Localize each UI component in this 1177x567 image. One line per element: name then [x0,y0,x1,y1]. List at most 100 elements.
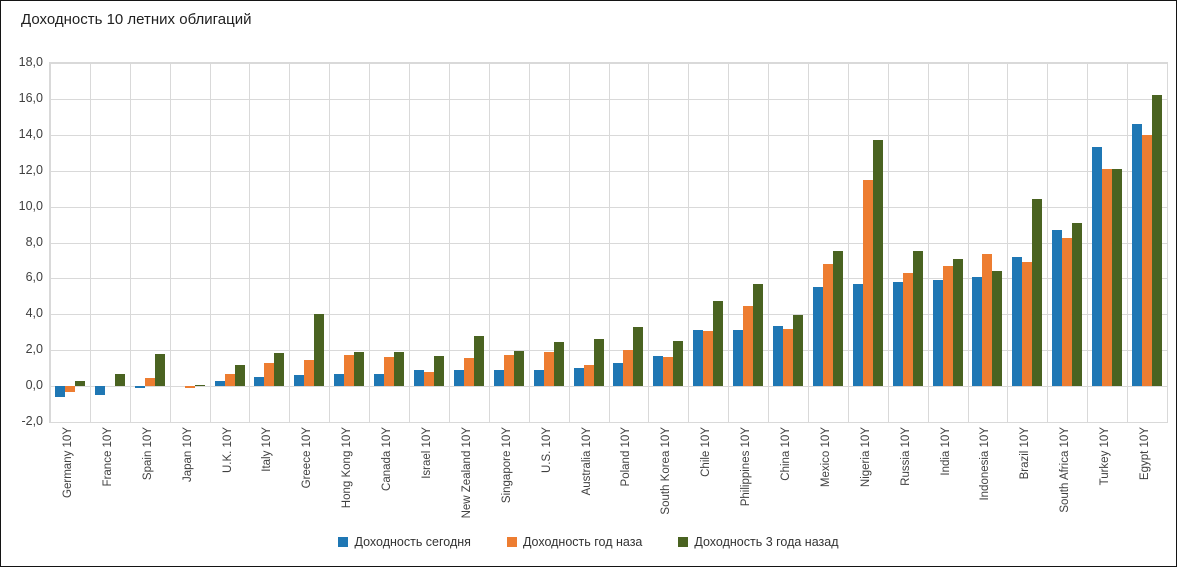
bar[interactable] [812,287,823,387]
bar[interactable] [1062,238,1073,387]
bar[interactable] [184,386,195,388]
bar[interactable] [693,330,704,387]
bar[interactable] [623,350,634,387]
bar[interactable] [94,386,105,396]
bar[interactable] [394,351,405,387]
y-tick-label: 14,0 [18,126,43,141]
gridline-vertical [768,63,770,422]
bar[interactable] [1012,256,1023,387]
legend: Доходность сегодня Доходность год наза Дох… [1,535,1176,549]
bar[interactable] [753,283,764,387]
bar[interactable] [54,386,65,397]
bar[interactable] [344,354,355,387]
bar[interactable] [473,335,484,387]
gridline-vertical [568,63,570,422]
bar[interactable] [1092,147,1103,387]
bar[interactable] [254,377,265,387]
bar[interactable] [374,373,385,387]
bar[interactable] [214,380,225,387]
gridline-vertical [728,63,730,422]
bar[interactable] [453,369,464,387]
bar[interactable] [384,357,395,387]
bar[interactable] [663,357,674,387]
y-tick-label: -2,0 [21,414,43,428]
bar[interactable] [862,179,873,387]
bar[interactable] [912,250,923,387]
bar[interactable] [1072,222,1083,387]
bar[interactable] [503,354,514,387]
bar[interactable] [194,385,205,387]
bar[interactable] [633,326,644,387]
bar[interactable] [354,351,365,387]
bar[interactable] [852,283,863,387]
bar[interactable] [773,325,784,387]
bar[interactable] [1142,134,1153,387]
bar[interactable] [783,328,794,387]
bar[interactable] [822,264,833,387]
bar[interactable] [144,378,155,387]
bar[interactable] [543,351,554,387]
y-tick-label: 16,0 [18,90,43,105]
bar[interactable] [992,271,1003,387]
bar[interactable] [513,351,524,387]
legend-item[interactable]: Доходность 3 года назад [678,535,839,549]
bar[interactable] [533,369,544,387]
bar[interactable] [743,306,754,387]
legend-item[interactable]: Доходность сегодня [338,535,471,549]
bar[interactable] [972,276,983,387]
bar[interactable] [653,355,664,387]
x-category-label: Poland 10Y [620,427,633,487]
bar[interactable] [64,386,75,393]
bar[interactable] [314,314,325,387]
bar[interactable] [1102,168,1113,387]
bar[interactable] [583,364,594,387]
gridline-vertical [209,63,211,422]
bar[interactable] [224,373,235,387]
bar[interactable] [423,371,434,387]
bar[interactable] [234,365,245,387]
bar[interactable] [493,369,504,387]
gridline-vertical [648,63,650,422]
bar[interactable] [733,330,744,387]
bar[interactable] [334,374,345,387]
bar[interactable] [433,356,444,387]
bar[interactable] [703,331,714,387]
bar[interactable] [942,265,953,387]
bar[interactable] [413,369,424,387]
bar[interactable] [713,300,724,387]
bar[interactable] [1152,95,1163,387]
legend-item[interactable]: Доходность год наза [506,535,642,549]
bar[interactable] [892,281,903,387]
bar[interactable] [673,341,684,387]
bar[interactable] [573,368,584,387]
bar[interactable] [264,362,275,387]
bar[interactable] [134,386,145,388]
bar[interactable] [274,352,285,387]
bar[interactable] [463,358,474,387]
bar[interactable] [1112,168,1123,387]
bar[interactable] [832,251,843,387]
bar[interactable] [294,375,305,387]
bar[interactable] [1022,262,1033,387]
x-category-label: Singapore 10Y [500,427,513,504]
bar[interactable] [154,353,165,387]
legend-marker-icon [678,537,689,547]
chart-title: Доходность 10 летних облигаций [21,11,252,28]
bar[interactable] [553,342,564,387]
bar[interactable] [793,315,804,387]
bar[interactable] [952,258,963,387]
bar[interactable] [1132,124,1143,387]
y-tick-label: 12,0 [18,162,43,177]
bar[interactable] [1052,229,1063,387]
bar[interactable] [593,338,604,387]
bar[interactable] [613,362,624,387]
bar[interactable] [872,140,883,387]
x-category-label: Italy 10Y [261,427,274,472]
bar[interactable] [74,380,85,387]
bar[interactable] [902,273,913,387]
bar[interactable] [114,374,125,387]
bar[interactable] [1032,199,1043,387]
bar[interactable] [932,280,943,387]
bar[interactable] [982,254,993,387]
bar[interactable] [304,360,315,387]
